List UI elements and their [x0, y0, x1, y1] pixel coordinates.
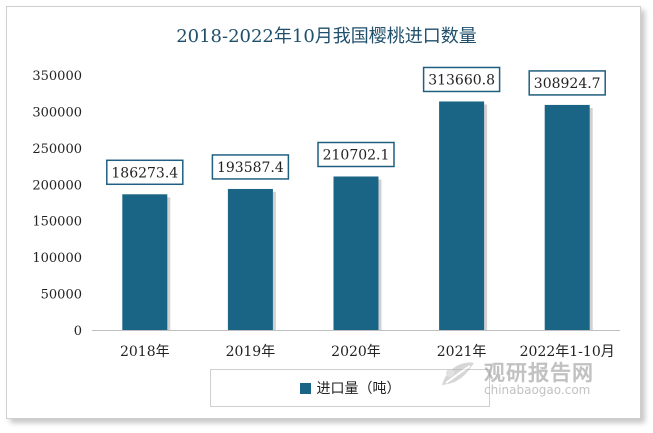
- bar: [333, 176, 379, 330]
- bar: [122, 194, 168, 330]
- y-tick-label: 300000: [32, 105, 82, 120]
- leaf-logo-icon: [442, 362, 474, 385]
- bar: [544, 104, 590, 330]
- x-tick-label: 2019年: [226, 344, 276, 360]
- data-label: 308924.7: [534, 76, 601, 92]
- data-label: 193587.4: [217, 160, 284, 176]
- x-tick-label: 2020年: [331, 344, 381, 360]
- y-tick-label: 50000: [41, 288, 82, 303]
- y-tick-label: 0: [74, 324, 82, 339]
- y-tick-label: 350000: [32, 69, 82, 84]
- bar: [439, 101, 485, 330]
- watermark-url: chinabaogao.com: [484, 383, 591, 397]
- chart-title: 2018-2022年10月我国樱桃进口数量: [176, 26, 477, 47]
- y-tick-label: 200000: [32, 178, 82, 193]
- x-tick-label: 2022年1-10月: [520, 344, 615, 360]
- data-label: 210702.1: [323, 147, 390, 163]
- data-label-box: [317, 141, 395, 168]
- x-tick-label: 2018年: [120, 344, 170, 360]
- data-label: 186273.4: [111, 165, 178, 181]
- y-tick-label: 150000: [32, 215, 82, 230]
- data-label-box: [422, 66, 501, 93]
- data-label-box: [211, 154, 290, 180]
- y-tick-label: 100000: [32, 251, 82, 266]
- watermark-name: 观研报告网: [484, 361, 594, 385]
- legend-swatch: [299, 382, 311, 394]
- legend: 进口量（吨）: [210, 369, 490, 407]
- data-label-box: [528, 70, 606, 96]
- y-tick-label: 250000: [32, 142, 82, 157]
- legend-label: 进口量（吨）: [316, 381, 401, 397]
- bar: [227, 188, 273, 330]
- watermark: 观研报告网 chinabaogao.com: [438, 357, 638, 401]
- x-tick-label: 2021年: [437, 344, 487, 360]
- data-label-box: [106, 159, 184, 186]
- data-label: 313660.8: [428, 72, 495, 88]
